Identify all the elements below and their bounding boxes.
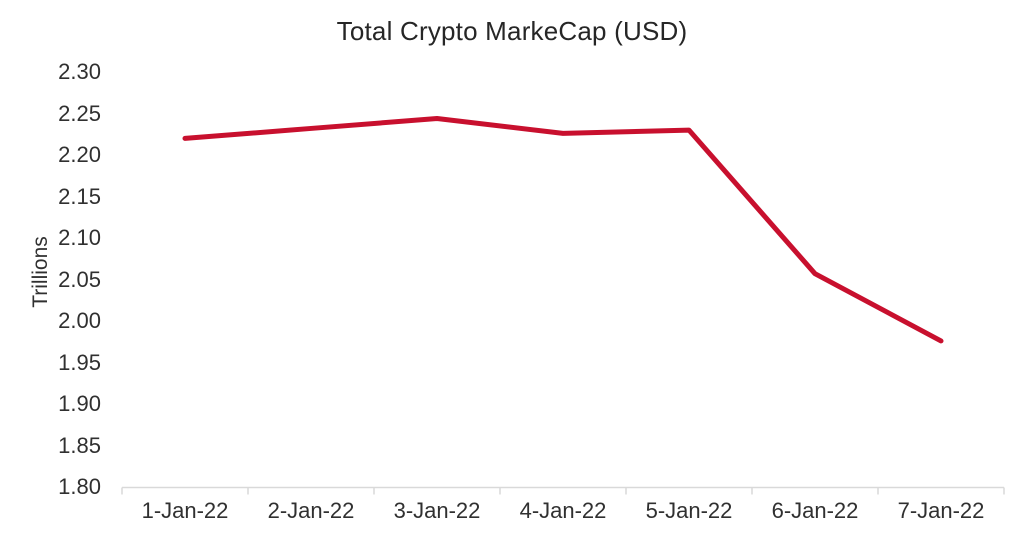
y-axis-tick-labels: 2.30 2.25 2.20 2.15 2.10 2.05 2.00 1.95 1.90 1.85…	[0, 0, 101, 540]
y-tick-label: 1.90	[58, 391, 101, 416]
data-line-series	[182, 115, 944, 344]
y-tick-label: 1.85	[58, 432, 101, 458]
x-tick-label: 2-Jan-22	[267, 498, 355, 523]
y-tick-label: 2.05	[58, 266, 101, 292]
y-tick-label: 2.00	[58, 308, 101, 333]
x-tick-label: 5-Jan-22	[645, 498, 733, 523]
y-tick-label: 2.25	[58, 100, 101, 126]
y-tick-label: 1.80	[58, 474, 101, 499]
chart-title: Total Crypto MarkeCap (USD)	[336, 16, 688, 46]
y-tick-label: 2.10	[58, 225, 101, 250]
y-tick-label: 2.20	[58, 142, 101, 167]
x-tick-label: 3-Jan-22	[393, 498, 481, 523]
y-tick-label: 2.30	[58, 59, 101, 84]
x-tick-label: 6-Jan-22	[771, 498, 859, 523]
y-tick-label: 2.15	[58, 183, 101, 209]
x-tick-label: 7-Jan-22	[897, 498, 985, 523]
x-tick-label: 1-Jan-22	[141, 498, 229, 523]
x-tick-label: 4-Jan-22	[519, 498, 607, 523]
y-tick-label: 1.95	[58, 349, 101, 375]
